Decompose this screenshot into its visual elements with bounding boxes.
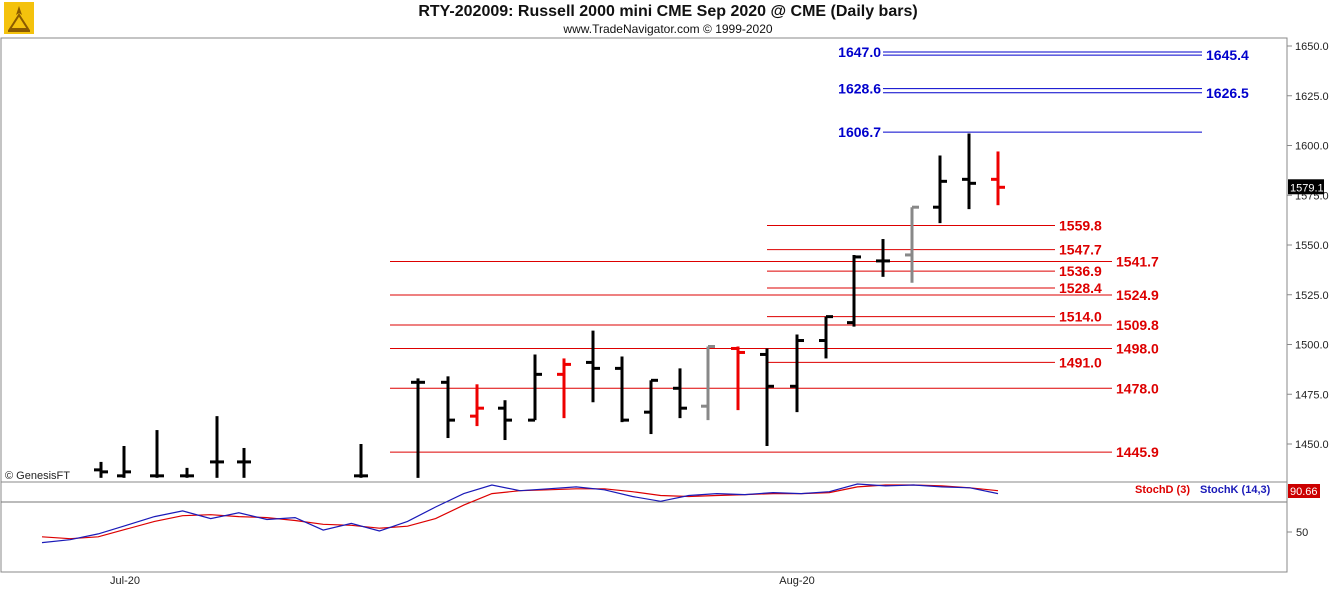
x-tick-label: Aug-20 bbox=[779, 575, 814, 587]
level-label: 1647.0 bbox=[838, 44, 881, 60]
level-label: 1626.5 bbox=[1206, 85, 1249, 101]
last-price-box bbox=[1288, 179, 1324, 195]
stoch-k-line bbox=[41, 483, 999, 544]
y-tick-label: 1450.0 bbox=[1295, 439, 1329, 451]
level-label: 1541.7 bbox=[1116, 254, 1159, 270]
ohlc-bars bbox=[94, 133, 1005, 478]
stochastic-panel: StochD (3) StochK (14,3) 90.66 50 bbox=[41, 483, 1320, 544]
level-label: 1445.9 bbox=[1116, 444, 1159, 460]
y-tick-label: 1625.0 bbox=[1295, 91, 1329, 103]
level-label: 1524.9 bbox=[1116, 287, 1159, 303]
date-axis: Jul-20 Aug-20 bbox=[110, 575, 815, 587]
stoch-last-value: 90.66 bbox=[1290, 486, 1318, 498]
stoch-panel-frame bbox=[0, 481, 1288, 573]
level-label: 1478.0 bbox=[1116, 380, 1159, 396]
level-label: 1547.7 bbox=[1059, 242, 1102, 258]
stoch-tick-label: 50 bbox=[1296, 527, 1308, 539]
y-tick-label: 1650.0 bbox=[1295, 41, 1329, 53]
y-tick-label: 1600.0 bbox=[1295, 141, 1329, 153]
level-label: 1606.7 bbox=[838, 124, 881, 140]
stoch-last-value-box bbox=[1288, 484, 1320, 498]
copyright-label: © GenesisFT bbox=[5, 470, 70, 482]
y-tick-label: 1500.0 bbox=[1295, 340, 1329, 352]
y-tick-label: 1550.0 bbox=[1295, 240, 1329, 252]
genesis-logo-icon bbox=[4, 2, 34, 34]
chart-header: RTY-202009: Russell 2000 mini CME Sep 20… bbox=[0, 0, 1336, 38]
level-label: 1514.0 bbox=[1059, 309, 1102, 325]
level-label: 1536.9 bbox=[1059, 263, 1102, 279]
level-label: 1645.4 bbox=[1206, 47, 1249, 63]
x-tick-label: Jul-20 bbox=[110, 575, 140, 587]
level-label: 1528.4 bbox=[1059, 280, 1102, 296]
chart-title: RTY-202009: Russell 2000 mini CME Sep 20… bbox=[418, 3, 918, 20]
stoch-k-legend: StochK (14,3) bbox=[1200, 484, 1271, 496]
level-lines: 1647.0 1645.4 1628.6 1626.5 1606.7 1559.8 1547… bbox=[390, 44, 1249, 460]
chart-subtitle: www.TradeNavigator.com © 1999-2020 bbox=[563, 22, 773, 36]
level-label: 1559.8 bbox=[1059, 217, 1102, 233]
y-tick-label: 1475.0 bbox=[1295, 389, 1329, 401]
price-axis: 1650.01625.01600.01575.01550.01525.01500… bbox=[1287, 41, 1329, 451]
y-tick-label: 1525.0 bbox=[1295, 290, 1329, 302]
last-price-label: 1579.1 bbox=[1290, 182, 1324, 194]
stoch-d-legend: StochD (3) bbox=[1135, 484, 1190, 496]
level-label: 1509.8 bbox=[1116, 317, 1159, 333]
level-label: 1498.0 bbox=[1116, 340, 1159, 356]
level-label: 1491.0 bbox=[1059, 354, 1102, 370]
level-label: 1628.6 bbox=[838, 81, 881, 97]
price-panel-frame bbox=[0, 37, 1288, 483]
